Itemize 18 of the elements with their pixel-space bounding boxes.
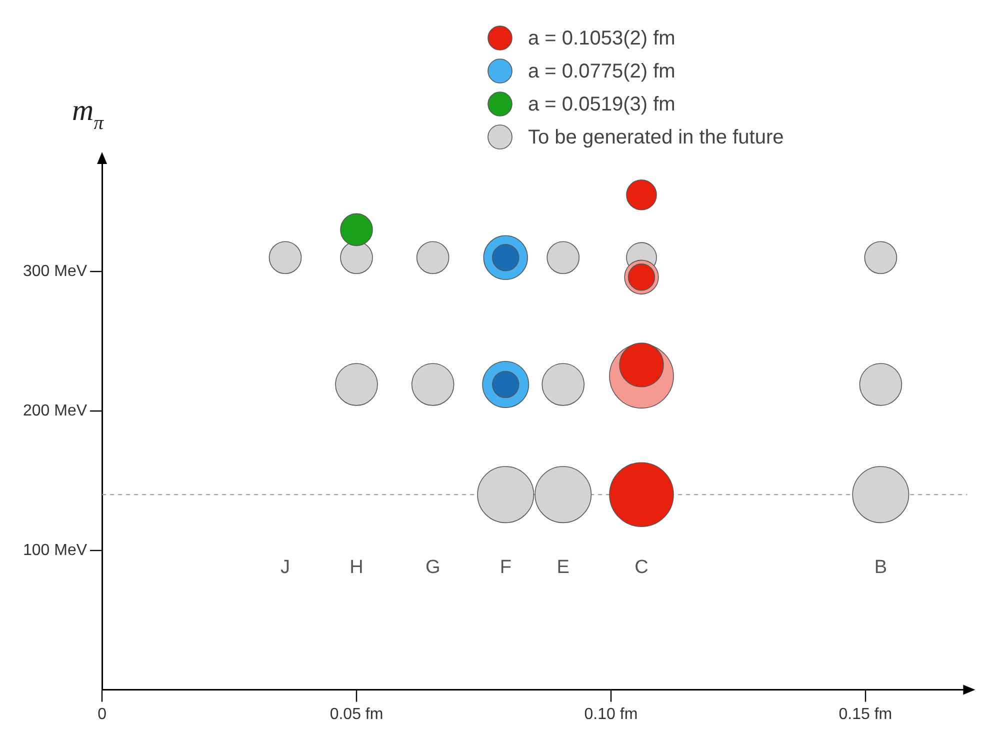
legend-label: a = 0.0519(3) fm — [528, 94, 676, 116]
x-tick-label: 0.05 fm — [330, 706, 384, 723]
legend-label: a = 0.1053(2) fm — [528, 28, 676, 50]
y-tick-label: 300 MeV — [22, 262, 88, 280]
annotation: B — [874, 557, 888, 578]
x-tick-label: 0.15 fm — [838, 706, 892, 723]
annotation: F — [500, 557, 512, 578]
annotation: C — [634, 557, 648, 578]
x-tick-label: 0.10 fm — [584, 706, 638, 723]
annotation: H — [350, 557, 364, 578]
annotation: J — [280, 557, 290, 578]
y-tick-label: 100 MeV — [22, 542, 88, 559]
legend-label: To be generated in the future — [528, 126, 784, 149]
annotation: E — [556, 557, 570, 578]
annotation: G — [425, 557, 440, 578]
y-tick-label: 200 MeV — [22, 402, 88, 420]
x-tick-label: 0 — [98, 706, 107, 723]
legend-label: a = 0.0775(2) fm — [528, 60, 676, 83]
